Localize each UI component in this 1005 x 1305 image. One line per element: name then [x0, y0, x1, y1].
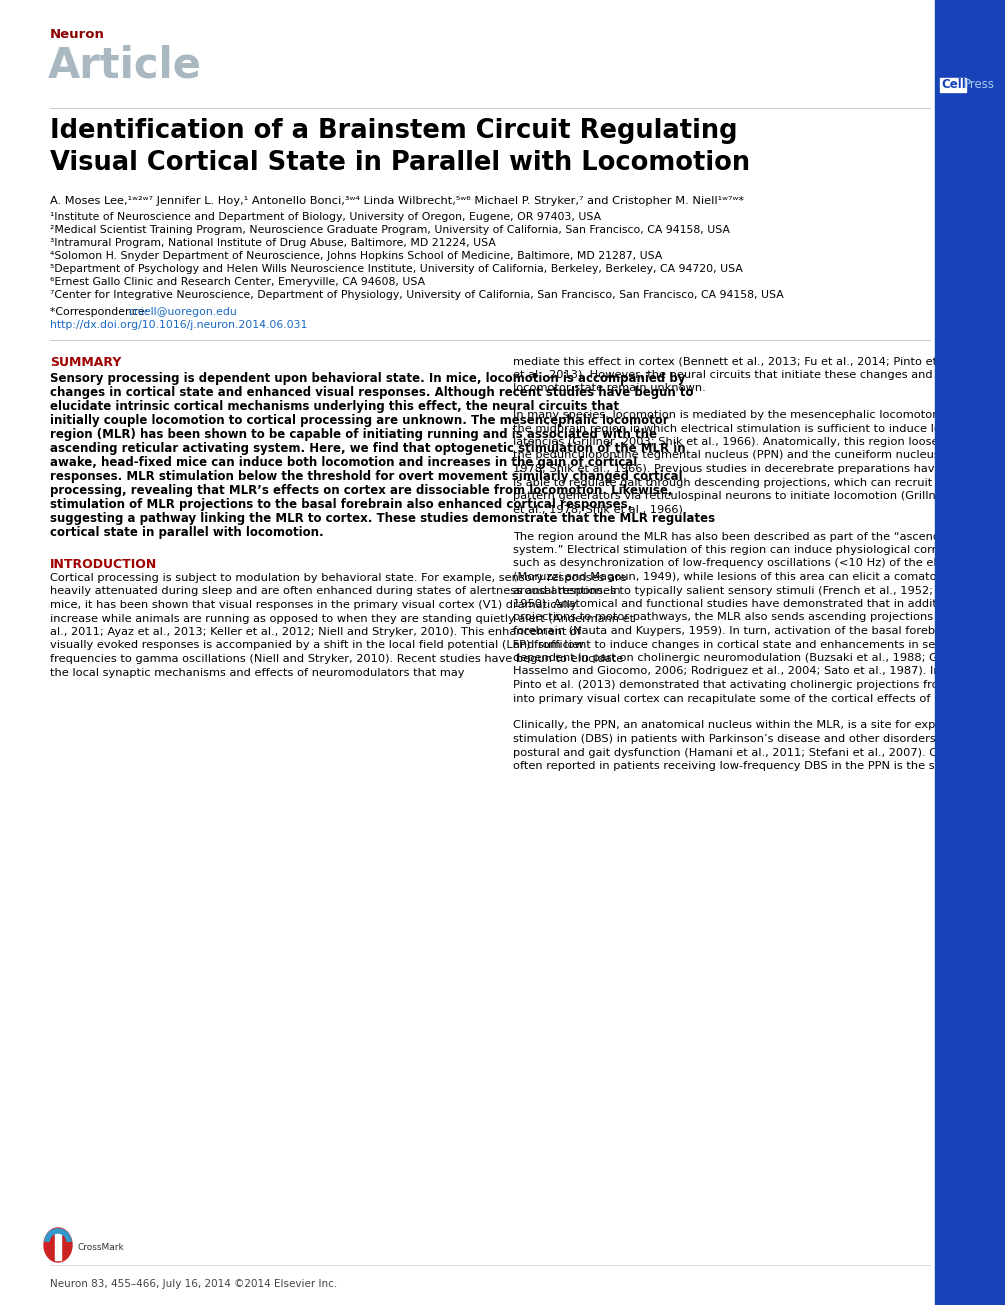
- Text: postural and gait dysfunction (Hamani et al., 2011; Stefani et al., 2007). One o: postural and gait dysfunction (Hamani et…: [513, 748, 1005, 757]
- Text: ⁴Solomon H. Snyder Department of Neuroscience, Johns Hopkins School of Medicine,: ⁴Solomon H. Snyder Department of Neurosc…: [50, 251, 662, 261]
- Text: latencies (Grillner, 2003; Shik et al., 1966). Anatomically, this region loosely: latencies (Grillner, 2003; Shik et al., …: [513, 437, 1005, 448]
- Bar: [935, 0, 1005, 1305]
- Text: http://dx.doi.org/10.1016/j.neuron.2014.06.031: http://dx.doi.org/10.1016/j.neuron.2014.…: [50, 320, 308, 330]
- Text: the pedunculopontine tegmental nucleus (PPN) and the cuneiform nucleus in mammal: the pedunculopontine tegmental nucleus (…: [513, 450, 1005, 461]
- Text: cortical state in parallel with locomotion.: cortical state in parallel with locomoti…: [50, 526, 324, 539]
- Text: responses. MLR stimulation below the threshold for overt movement similarly chan: responses. MLR stimulation below the thr…: [50, 470, 682, 483]
- Text: ⁵Department of Psychology and Helen Wills Neuroscience Institute, University of : ⁵Department of Psychology and Helen Will…: [50, 264, 743, 274]
- Text: Press: Press: [964, 78, 995, 91]
- Text: Identification of a Brainstem Circuit Regulating: Identification of a Brainstem Circuit Re…: [50, 117, 738, 144]
- Text: ¹Institute of Neuroscience and Department of Biology, University of Oregon, Euge: ¹Institute of Neuroscience and Departmen…: [50, 211, 601, 222]
- Text: projections to motor pathways, the MLR also sends ascending projections to the t: projections to motor pathways, the MLR a…: [513, 612, 1005, 622]
- Text: is able to regulate gait through descending projections, which can recruit the s: is able to regulate gait through descend…: [513, 478, 1005, 488]
- Text: et al., 1978; Shik et al., 1966).: et al., 1978; Shik et al., 1966).: [513, 505, 686, 514]
- Text: and sufficient to induce changes in cortical state and enhancements in sensory r: and sufficient to induce changes in cort…: [513, 639, 1005, 650]
- Text: suggesting a pathway linking the MLR to cortex. These studies demonstrate that t: suggesting a pathway linking the MLR to …: [50, 512, 716, 525]
- Text: the midbrain region in which electrical stimulation is sufficient to induce loco: the midbrain region in which electrical …: [513, 424, 1005, 433]
- Text: Neuron 83, 455–466, July 16, 2014 ©2014 Elsevier Inc.: Neuron 83, 455–466, July 16, 2014 ©2014 …: [50, 1279, 338, 1289]
- Text: al., 2011; Ayaz et al., 2013; Keller et al., 2012; Niell and Stryker, 2010). Thi: al., 2011; Ayaz et al., 2013; Keller et …: [50, 626, 581, 637]
- Text: mice, it has been shown that visual responses in the primary visual cortex (V1) : mice, it has been shown that visual resp…: [50, 600, 577, 609]
- Text: visually evoked responses is accompanied by a shift in the local field potential: visually evoked responses is accompanied…: [50, 641, 584, 650]
- Text: Clinically, the PPN, an anatomical nucleus within the MLR, is a site for experim: Clinically, the PPN, an anatomical nucle…: [513, 720, 1005, 731]
- Text: cniell@uoregon.edu: cniell@uoregon.edu: [128, 307, 237, 317]
- Text: In many species, locomotion is mediated by the mesencephalic locomotor region (M: In many species, locomotion is mediated …: [513, 410, 1005, 420]
- Text: 455: 455: [935, 1279, 955, 1289]
- Text: changes in cortical state and enhanced visual responses. Although recent studies: changes in cortical state and enhanced v…: [50, 386, 693, 399]
- Text: system.” Electrical stimulation of this region can induce physiological correlat: system.” Electrical stimulation of this …: [513, 545, 1005, 555]
- Text: et al., 2013). However, the neural circuits that initiate these changes and coup: et al., 2013). However, the neural circu…: [513, 369, 1005, 380]
- Text: Visual Cortical State in Parallel with Locomotion: Visual Cortical State in Parallel with L…: [50, 150, 750, 176]
- Text: into primary visual cortex can recapitulate some of the cortical effects of loco: into primary visual cortex can recapitul…: [513, 693, 1001, 703]
- Text: Neuron: Neuron: [50, 27, 105, 40]
- Text: Pinto et al. (2013) demonstrated that activating cholinergic projections from th: Pinto et al. (2013) demonstrated that ac…: [513, 680, 1005, 690]
- Text: (Moruzzi and Magoun, 1949), while lesions of this area can elicit a comatose sta: (Moruzzi and Magoun, 1949), while lesion…: [513, 572, 1005, 582]
- Text: awake, head-fixed mice can induce both locomotion and increases in the gain of c: awake, head-fixed mice can induce both l…: [50, 455, 637, 468]
- Text: Cell: Cell: [941, 78, 966, 91]
- Bar: [55, 1231, 61, 1261]
- Text: frequencies to gamma oscillations (Niell and Stryker, 2010). Recent studies have: frequencies to gamma oscillations (Niell…: [50, 654, 623, 664]
- Text: ²Medical Scientist Training Program, Neuroscience Graduate Program, University o: ²Medical Scientist Training Program, Neu…: [50, 224, 730, 235]
- Text: such as desynchronization of low-frequency oscillations (<10 Hz) of the electroe: such as desynchronization of low-frequen…: [513, 559, 1005, 569]
- Text: ascending reticular activating system. Here, we find that optogenetic stimulatio: ascending reticular activating system. H…: [50, 442, 685, 455]
- Text: stimulation of MLR projections to the basal forebrain also enhanced cortical res: stimulation of MLR projections to the ba…: [50, 499, 632, 512]
- Text: A. Moses Lee,¹ʷ²ʷ⁷ Jennifer L. Hoy,¹ Antonello Bonci,³ʷ⁴ Linda Wilbrecht,⁵ʷ⁶ Mic: A. Moses Lee,¹ʷ²ʷ⁷ Jennifer L. Hoy,¹ Ant…: [50, 196, 744, 206]
- Text: ⁶Ernest Gallo Clinic and Research Center, Emeryville, CA 94608, USA: ⁶Ernest Gallo Clinic and Research Center…: [50, 277, 425, 287]
- Text: CrossMark: CrossMark: [78, 1242, 125, 1251]
- Text: increase while animals are running as opposed to when they are standing quietly : increase while animals are running as op…: [50, 613, 634, 624]
- Text: pattern generators via reticulospinal neurons to initiate locomotion (Grillner e: pattern generators via reticulospinal ne…: [513, 491, 1005, 501]
- Text: *Correspondence:: *Correspondence:: [50, 307, 152, 317]
- Text: The region around the MLR has also been described as part of the “ascending reti: The region around the MLR has also been …: [513, 531, 1005, 542]
- Text: forebrain (Nauta and Kuypers, 1959). In turn, activation of the basal forebrain : forebrain (Nauta and Kuypers, 1959). In …: [513, 626, 1005, 636]
- Text: the local synaptic mechanisms and effects of neuromodulators that may: the local synaptic mechanisms and effect…: [50, 667, 464, 677]
- Text: locomotor state remain unknown.: locomotor state remain unknown.: [513, 382, 706, 393]
- Text: Cortical processing is subject to modulation by behavioral state. For example, s: Cortical processing is subject to modula…: [50, 573, 626, 583]
- Text: 1950). Anatomical and functional studies have demonstrated that in addition to i: 1950). Anatomical and functional studies…: [513, 599, 1005, 609]
- Text: dependent in part on cholinergic neuromodulation (Buzsaki et al., 1988; Goard an: dependent in part on cholinergic neuromo…: [513, 652, 1005, 663]
- Text: region (MLR) has been shown to be capable of initiating running and is associate: region (MLR) has been shown to be capabl…: [50, 428, 657, 441]
- Text: stimulation (DBS) in patients with Parkinson’s disease and other disorders assoc: stimulation (DBS) in patients with Parki…: [513, 733, 1005, 744]
- Text: heavily attenuated during sleep and are often enhanced during states of alertnes: heavily attenuated during sleep and are …: [50, 586, 621, 596]
- Text: often reported in patients receiving low-frequency DBS in the PPN is the subject: often reported in patients receiving low…: [513, 761, 1005, 771]
- Text: processing, revealing that MLR’s effects on cortex are dissociable from locomoti: processing, revealing that MLR’s effects…: [50, 484, 672, 497]
- Text: 1978; Shik et al., 1966). Previous studies in decerebrate preparations have sugg: 1978; Shik et al., 1966). Previous studi…: [513, 465, 1005, 474]
- Ellipse shape: [44, 1228, 72, 1262]
- Text: Article: Article: [48, 44, 202, 86]
- Text: SUMMARY: SUMMARY: [50, 356, 122, 369]
- Text: Hasselmo and Giocomo, 2006; Rodriguez et al., 2004; Sato et al., 1987). Indeed, : Hasselmo and Giocomo, 2006; Rodriguez et…: [513, 667, 1005, 676]
- Text: ⁷Center for Integrative Neuroscience, Department of Physiology, University of Ca: ⁷Center for Integrative Neuroscience, De…: [50, 290, 784, 300]
- Text: elucidate intrinsic cortical mechanisms underlying this effect, the neural circu: elucidate intrinsic cortical mechanisms …: [50, 401, 619, 412]
- Text: initially couple locomotion to cortical processing are unknown. The mesencephali: initially couple locomotion to cortical …: [50, 414, 668, 427]
- Text: arousal responses to typically salient sensory stimuli (French et al., 1952; Lin: arousal responses to typically salient s…: [513, 586, 1005, 595]
- Text: Sensory processing is dependent upon behavioral state. In mice, locomotion is ac: Sensory processing is dependent upon beh…: [50, 372, 685, 385]
- Text: ³Intramural Program, National Institute of Drug Abuse, Baltimore, MD 21224, USA: ³Intramural Program, National Institute …: [50, 238, 495, 248]
- Bar: [940, 78, 966, 91]
- Text: mediate this effect in cortex (Bennett et al., 2013; Fu et al., 2014; Pinto et a: mediate this effect in cortex (Bennett e…: [513, 356, 1005, 365]
- Text: INTRODUCTION: INTRODUCTION: [50, 559, 157, 572]
